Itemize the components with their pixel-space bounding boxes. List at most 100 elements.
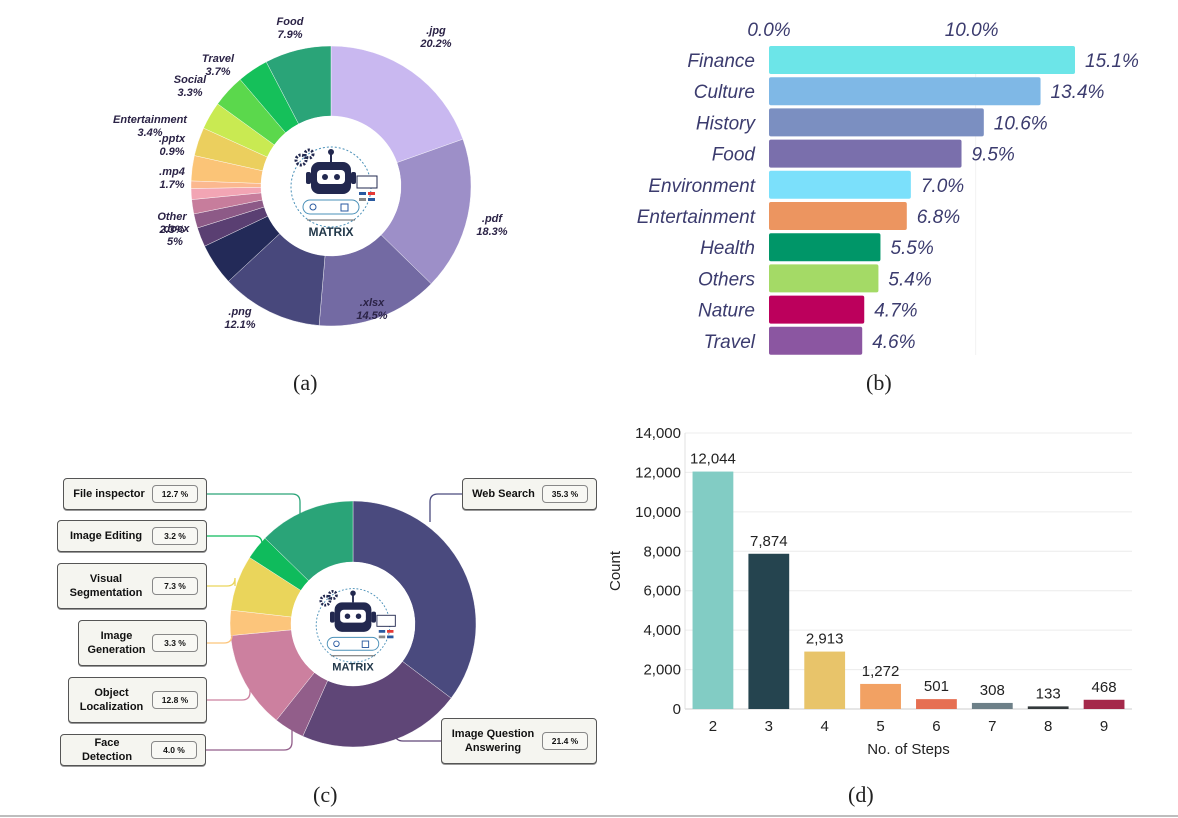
tool-label-box: Web Search 35.3 %	[462, 478, 597, 510]
gear-icon	[294, 153, 308, 167]
bar-value-label: 5.4%	[888, 269, 931, 290]
slice-label-name: .png	[228, 306, 251, 318]
bar-value-label: 15.1%	[1085, 51, 1139, 72]
bar-value-label: 5.5%	[890, 238, 933, 259]
bar-value-label: 9.5%	[972, 145, 1015, 166]
tool-percent-badge: 4.0 %	[151, 741, 197, 759]
y-tick-label: 2,000	[643, 662, 681, 679]
bar-value-label: 7.0%	[921, 176, 964, 197]
y-tick-label: 8,000	[643, 543, 681, 560]
qa-bar-icon	[387, 635, 394, 639]
qa-bar-icon	[378, 635, 386, 639]
bar	[769, 202, 907, 230]
y-tick-label: 4,000	[643, 622, 681, 639]
robot-eye-left	[322, 174, 328, 180]
tool-name: File inspector	[72, 487, 146, 501]
qa-bar-icon	[368, 198, 375, 201]
matrix-logo-text: MATRIX	[308, 225, 353, 239]
bar	[804, 651, 846, 709]
leader-line	[206, 728, 293, 751]
slice-label-percent: 5%	[167, 236, 183, 248]
slice-label-percent: 3.3%	[177, 87, 202, 99]
tool-name-line: Object	[94, 687, 129, 699]
tool-name-line: Localization	[79, 701, 144, 713]
bar	[769, 170, 911, 199]
tool-usage-donut-chart: MATRIX	[206, 493, 477, 751]
category-label: Nature	[698, 301, 755, 322]
bar	[769, 326, 863, 355]
tool-label-box: File inspector 12.7 %	[63, 478, 207, 510]
bar	[860, 683, 901, 709]
qa-bar-icon	[378, 630, 386, 633]
robot-eye-right	[334, 174, 340, 180]
x-tick-label: 10.0%	[945, 20, 999, 41]
search-icon	[333, 640, 340, 648]
robot-ear-right	[351, 172, 356, 184]
bar-value-label: 12,044	[690, 451, 736, 468]
slice-label-name: .jpg	[426, 25, 446, 37]
tool-name: Image Question Answering	[450, 727, 536, 755]
qa-bar-icon	[359, 192, 366, 195]
slice-label-name: .xlsx	[360, 297, 385, 309]
tool-name-line: Face Detection	[81, 737, 133, 763]
slice-label-percent: 3.4%	[137, 127, 162, 139]
bar-value-label: 7,874	[750, 533, 788, 550]
search-bar-icon	[302, 199, 360, 215]
bar	[769, 46, 1075, 74]
tool-percent-badge: 21.4 %	[542, 732, 588, 750]
category-label: Food	[712, 145, 757, 166]
x-tick-label: 2	[709, 718, 717, 735]
scan-icon	[340, 203, 349, 212]
matrix-robot-logo: MATRIX	[315, 588, 396, 673]
caption-a: (a)	[293, 370, 318, 395]
bar-value-label: 6.8%	[917, 207, 960, 228]
slice-label-name: Travel	[202, 53, 235, 65]
bar-value-label: 133	[1036, 685, 1061, 702]
steps-count-bar-chart: 0 2,000 4,000 6,000 8,000 10,000 12,000 14,000 1…	[607, 425, 1132, 758]
panel-c-tool-donut: MATRIX File inspector 12.7 % Image Editing…	[0, 460, 620, 780]
x-tick-label: 3	[765, 718, 773, 735]
tool-percent-badge: 3.3 %	[152, 634, 198, 652]
slice-label-name: .pptx	[159, 133, 186, 145]
qa-bar-icon	[359, 198, 366, 201]
robot-antenna-tip	[328, 149, 334, 155]
category-label: Finance	[687, 51, 755, 72]
x-tick-label: 6	[932, 718, 940, 735]
tool-name-line: Image	[100, 630, 133, 642]
robot-ear-right	[371, 611, 376, 623]
slice-label-name: Food	[277, 16, 304, 28]
slice-label-percent: 1.7%	[159, 179, 184, 191]
qa-bar-icon	[387, 630, 394, 633]
caption-c: (c)	[313, 782, 338, 807]
robot-ear-left	[330, 611, 335, 623]
y-tick-label: 0	[673, 701, 681, 718]
tool-name: Image Editing	[66, 529, 146, 543]
matrix-logo-text: MATRIX	[332, 661, 374, 673]
slice-label-percent: 0.9%	[159, 146, 184, 158]
leader-line	[207, 620, 233, 644]
caption-d: (d)	[848, 782, 874, 807]
bar	[769, 264, 879, 293]
bar-value-label: 10.6%	[994, 113, 1048, 134]
leader-line	[207, 493, 301, 515]
category-label: History	[696, 113, 757, 134]
domain-bar-chart: 0.0% 10.0% Finance 15.1% Culture 13.4% History…	[637, 20, 1139, 355]
tool-percent-badge: 7.3 %	[152, 577, 198, 595]
leader-line	[207, 690, 251, 701]
bar	[971, 702, 1013, 709]
category-label: Culture	[694, 82, 755, 103]
slice-label-percent: 18.3%	[476, 226, 507, 238]
category-label: Others	[698, 269, 756, 290]
slice-label-percent: 2.3%	[158, 224, 184, 236]
search-bar-icon	[326, 636, 380, 651]
scan-icon	[361, 640, 370, 648]
slice-label-name: Entertainment	[113, 114, 188, 126]
tool-name-line: Web Search	[472, 488, 535, 500]
x-axis-label: No. of Steps	[867, 741, 950, 758]
slice-label-name: .mp4	[159, 166, 185, 178]
bar-value-label: 1,272	[862, 663, 900, 680]
tool-name-line: Image Question	[451, 728, 535, 740]
bar	[1027, 706, 1069, 709]
search-icon	[309, 203, 317, 211]
